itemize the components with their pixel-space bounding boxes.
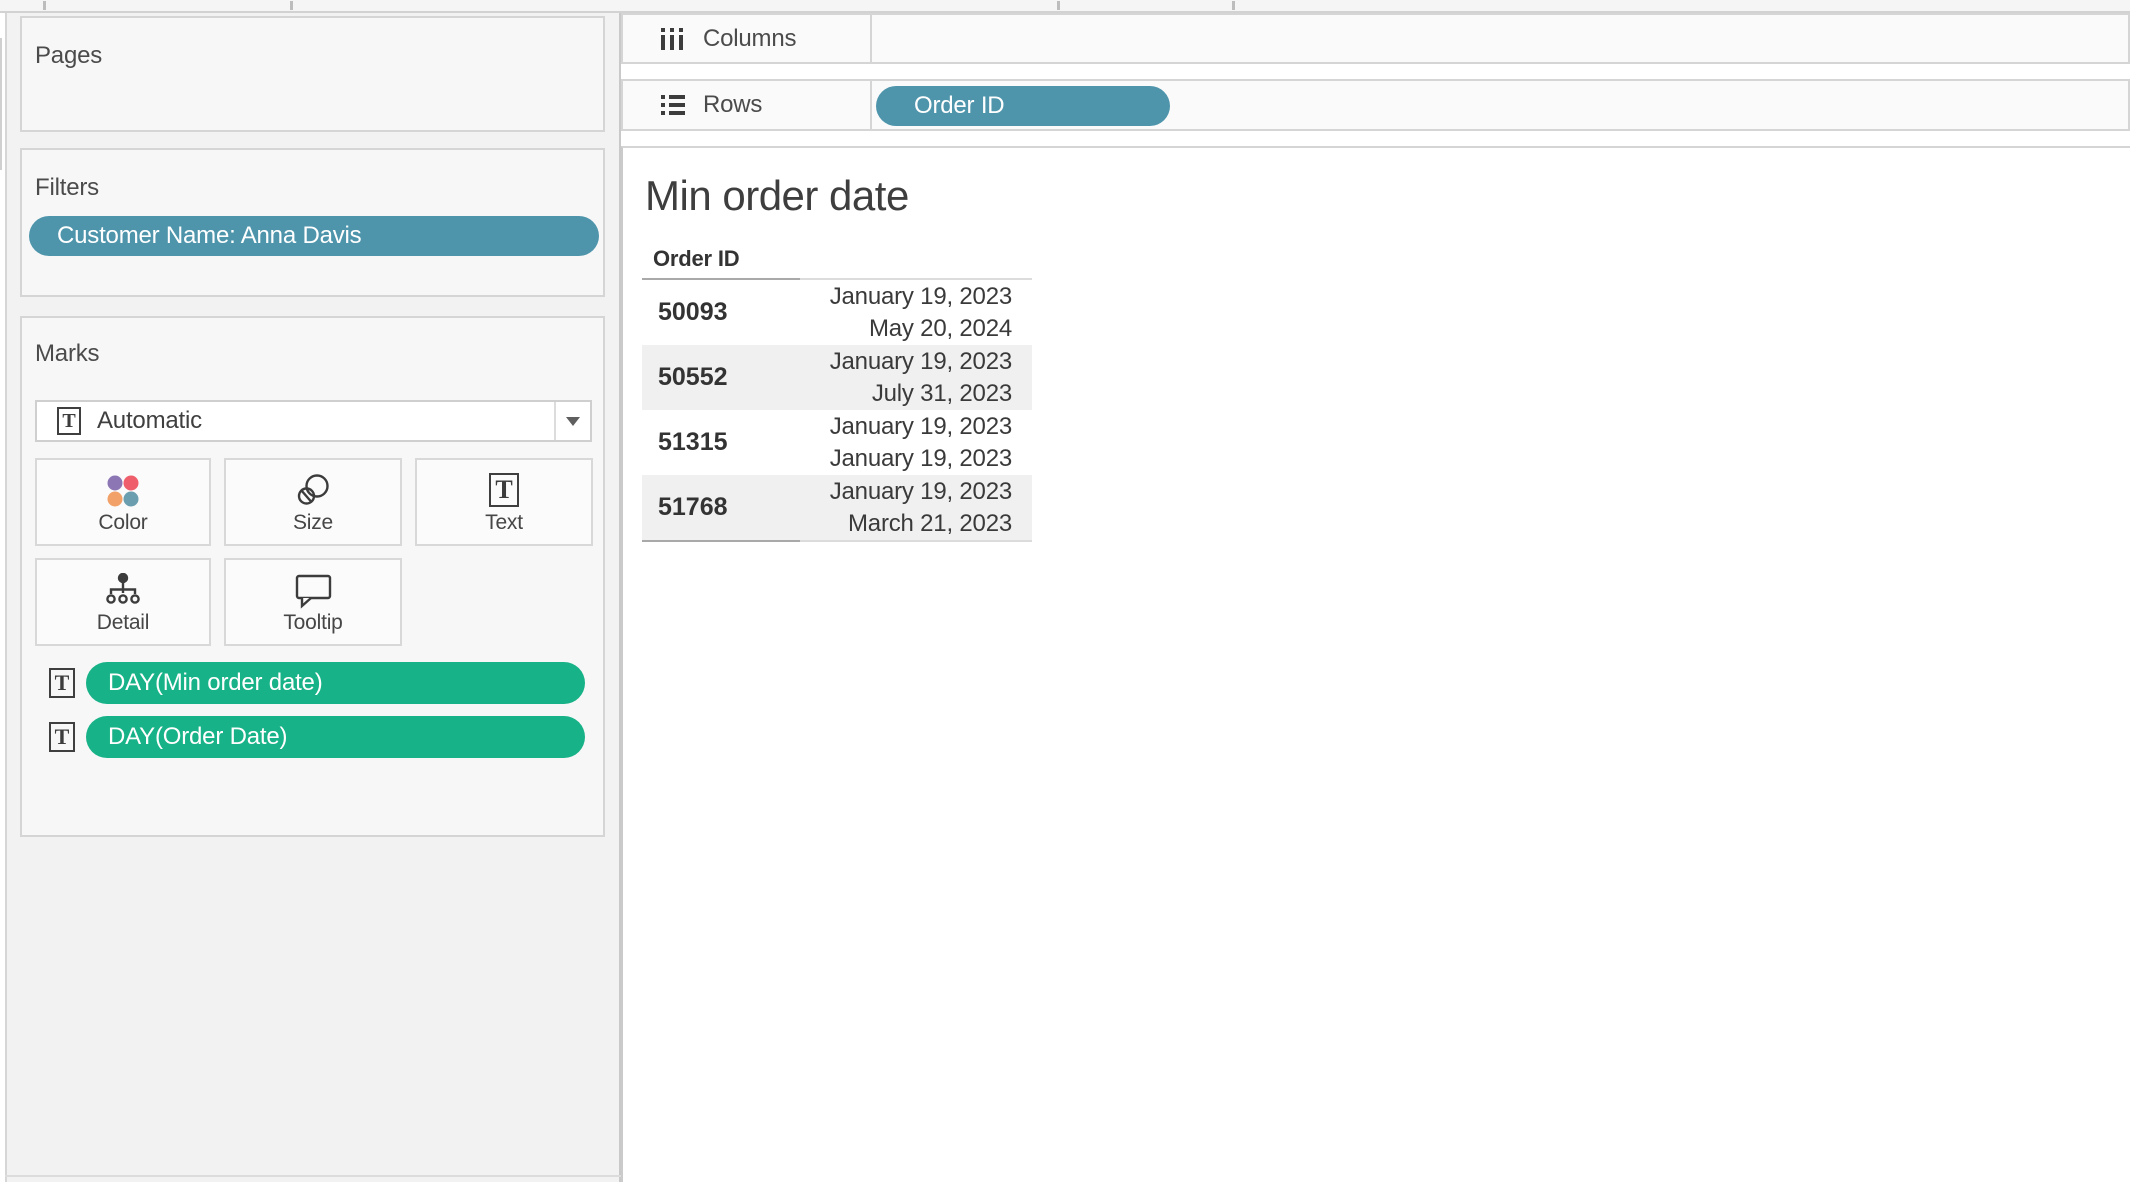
tooltip-icon [295, 574, 332, 609]
table-header-order-id[interactable]: Order ID [653, 246, 740, 271]
order-id-cell[interactable]: 51315 [658, 428, 728, 456]
header-underline [800, 278, 1032, 280]
order-id-cell[interactable]: 50093 [658, 298, 728, 326]
mark-type-value: Automatic [97, 407, 202, 434]
collapsed-pane-edge [0, 38, 2, 170]
rows-shelf-label: Rows [703, 91, 763, 118]
shelf-divider [870, 15, 872, 62]
text-icon: T [489, 473, 519, 507]
toolbar-fragment-tick [1057, 1, 1060, 10]
text-mark-icon[interactable]: T [49, 722, 75, 752]
tooltip-button[interactable]: Tooltip [224, 558, 402, 646]
min-order-date-cell[interactable]: January 19, 2023 [829, 283, 1012, 310]
order-id-cell[interactable]: 50552 [658, 363, 728, 391]
date-cells[interactable]: January 19, 2023 May 20, 2024 [830, 281, 1012, 345]
marks-pill-min-order-date[interactable]: DAY(Min order date) [86, 662, 585, 704]
order-date-cell[interactable]: January 19, 2023 [829, 445, 1012, 472]
toolbar-fragment-tick [1232, 1, 1235, 10]
pages-shelf[interactable]: Pages [20, 16, 605, 132]
filter-pill-customer-name[interactable]: Customer Name: Anna Davis [29, 216, 599, 256]
color-icon [107, 475, 139, 507]
panel-bottom-divider [5, 1175, 621, 1177]
order-id-cell[interactable]: 51768 [658, 493, 728, 521]
color-button-label: Color [98, 511, 148, 534]
tooltip-button-label: Tooltip [283, 611, 343, 634]
rows-shelf[interactable]: Rows Order ID [621, 79, 2130, 131]
rows-icon [661, 95, 685, 115]
chevron-down-icon [566, 416, 580, 426]
min-order-date-cell[interactable]: January 19, 2023 [829, 478, 1012, 505]
min-order-date-cell[interactable]: January 19, 2023 [829, 413, 1012, 440]
pages-shelf-label: Pages [35, 42, 103, 69]
text-mark-type-icon: T [57, 407, 81, 435]
filters-shelf[interactable]: Filters Customer Name: Anna Davis [20, 148, 605, 297]
table-bottom-border [642, 540, 800, 542]
shelf-divider [870, 81, 872, 129]
detail-icon [106, 573, 140, 604]
text-button[interactable]: T Text [415, 458, 593, 546]
size-icon [297, 474, 329, 505]
marks-card: Marks T Automatic Color Size T Te [20, 316, 605, 837]
date-cells[interactable]: January 19, 2023 July 31, 2023 [830, 346, 1012, 410]
worksheet-canvas: Min order date Order ID 50093 January 19… [621, 146, 2130, 1182]
detail-button[interactable]: Detail [35, 558, 211, 646]
marks-pill-order-date[interactable]: DAY(Order Date) [86, 716, 585, 758]
toolbar-fragment-tick [290, 1, 293, 10]
mark-type-dropdown-button[interactable] [554, 402, 590, 440]
mark-type-dropdown[interactable]: T Automatic [35, 400, 592, 442]
size-button-label: Size [292, 511, 334, 534]
marks-card-label: Marks [35, 340, 100, 367]
text-mark-icon[interactable]: T [49, 668, 75, 698]
date-cells[interactable]: January 19, 2023 March 21, 2023 [830, 476, 1012, 540]
detail-button-label: Detail [96, 611, 150, 634]
table-row[interactable]: 50093 January 19, 2023 May 20, 2024 [642, 280, 1032, 345]
toolbar-remnant-strip [0, 0, 2130, 13]
columns-shelf-label: Columns [703, 24, 797, 52]
table-bottom-border [800, 540, 1032, 542]
text-button-label: Text [485, 511, 523, 534]
color-button[interactable]: Color [35, 458, 211, 546]
order-date-cell[interactable]: July 31, 2023 [871, 380, 1012, 407]
min-order-date-cell[interactable]: January 19, 2023 [829, 348, 1012, 375]
columns-icon [661, 27, 683, 50]
table-row[interactable]: 50552 January 19, 2023 July 31, 2023 [642, 345, 1032, 410]
filters-shelf-label: Filters [35, 174, 99, 201]
table-row[interactable]: 51768 January 19, 2023 March 21, 2023 [642, 475, 1032, 540]
size-button[interactable]: Size [224, 458, 402, 546]
header-underline [642, 278, 800, 280]
worksheet-title[interactable]: Min order date [645, 172, 909, 219]
date-cells[interactable]: January 19, 2023 January 19, 2023 [830, 411, 1012, 475]
toolbar-fragment-tick [43, 1, 46, 10]
rows-pill-order-id[interactable]: Order ID [876, 86, 1170, 126]
order-date-cell[interactable]: March 21, 2023 [848, 510, 1012, 537]
table-row[interactable]: 51315 January 19, 2023 January 19, 2023 [642, 410, 1032, 475]
order-date-cell[interactable]: May 20, 2024 [868, 315, 1012, 342]
columns-shelf[interactable]: Columns [621, 13, 2130, 64]
